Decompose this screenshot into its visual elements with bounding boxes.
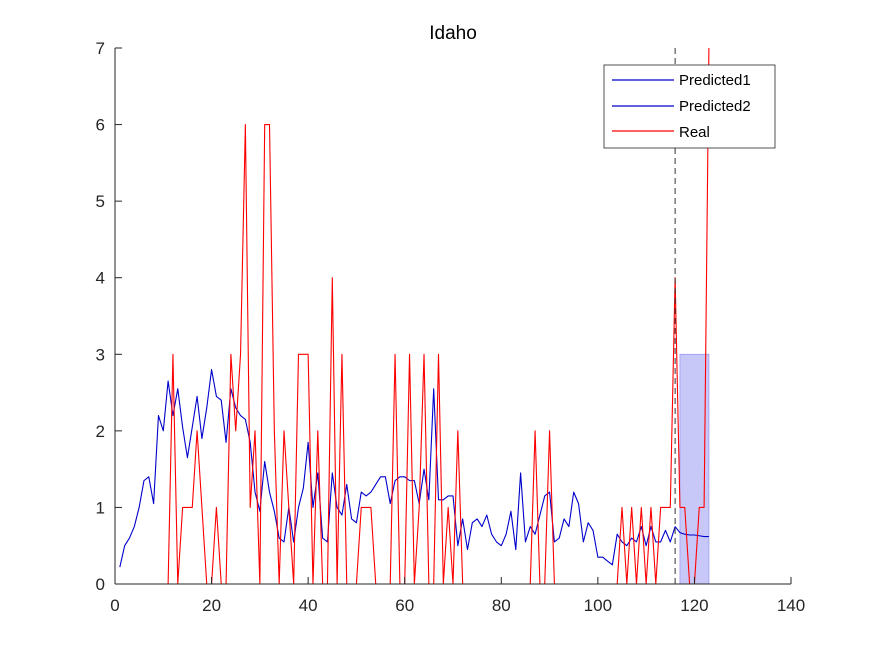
y-tick-label: 5 <box>96 192 105 211</box>
y-ticks: 0 1 2 3 4 5 6 7 <box>96 39 122 594</box>
x-tick-label: 100 <box>584 596 612 615</box>
x-ticks: 0 20 40 60 80 100 120 140 <box>110 577 805 615</box>
legend: Predicted1 Predicted2 Real <box>603 64 776 149</box>
series-line-predicted2 <box>674 526 709 538</box>
y-tick-label: 4 <box>96 269 105 288</box>
chart-title: Idaho <box>429 23 477 44</box>
x-tick-label: 0 <box>110 596 119 615</box>
axes <box>114 48 791 585</box>
x-tick-label: 20 <box>202 596 221 615</box>
x-tick-label: 60 <box>395 596 414 615</box>
x-tick-label: 80 <box>492 596 511 615</box>
y-tick-label: 3 <box>96 345 105 364</box>
y-tick-label: 2 <box>96 422 105 441</box>
x-tick-label: 40 <box>299 596 318 615</box>
y-tick-label: 1 <box>96 498 105 517</box>
y-tick-label: 7 <box>96 39 105 58</box>
legend-label-predicted2: Predicted2 <box>679 98 751 115</box>
y-tick-label: 6 <box>96 116 105 135</box>
legend-label-predicted1: Predicted1 <box>679 72 751 89</box>
x-tick-label: 120 <box>680 596 708 615</box>
x-tick-label: 140 <box>777 596 805 615</box>
legend-label-real: Real <box>679 124 710 141</box>
y-tick-label: 0 <box>96 575 105 594</box>
